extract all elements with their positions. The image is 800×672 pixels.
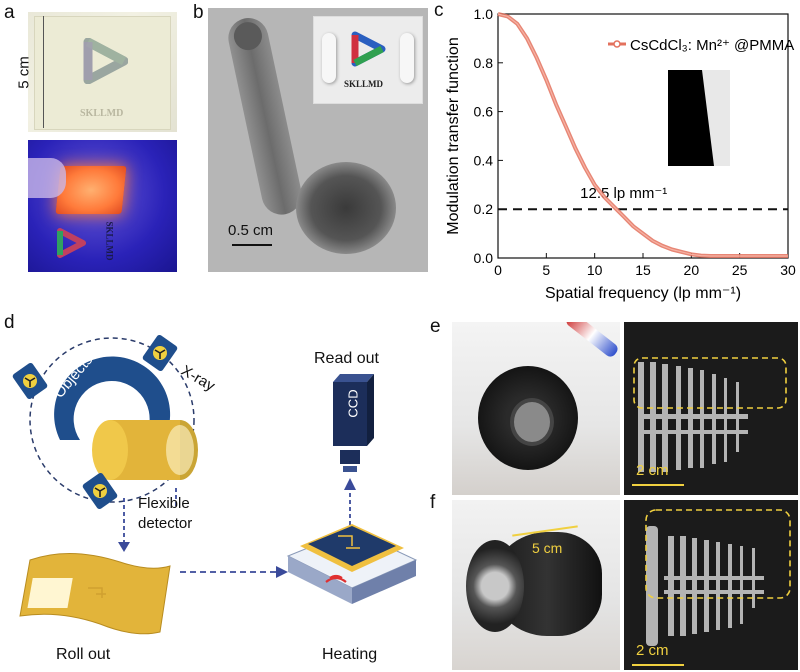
inset-logo-text: SKLLMD [344,79,384,89]
cable-bundle [564,322,620,359]
x-tick-label: 30 [780,262,796,278]
triangle-logo-icon [83,38,128,84]
mtf-chart: 0 5 10 15 20 25 30 0.0 0.2 0.4 0.6 0.8 1.0 Spatial fr… [445,6,796,302]
panel-b-inset-photo: SKLLMD [313,16,423,104]
glove-hand [28,158,66,198]
ccd-camera-icon [333,374,374,472]
heating-label: Heating [322,646,378,663]
panel-f-object-photo [452,500,620,670]
legend-label: CsCdCl₃: Mn²⁺ @PMMA [630,37,794,54]
panel-label-a: a [4,2,15,23]
panel-a-scale-label: 5 cm [15,56,33,89]
y-tick-label: 0.6 [474,104,494,120]
glowing-film [55,166,127,214]
mtf-curve-highlight [497,13,788,257]
objects-ring [54,356,171,440]
panel-f-scale-bar [632,664,684,666]
cylinder-face [466,540,524,632]
x-axis-label: Spatial frequency (lp mm⁻¹) [545,285,741,302]
x-tick-label: 5 [542,262,550,278]
y-tick-label: 0.8 [474,55,494,71]
panel-e-roi-box [633,357,787,409]
left-earbud-icon [322,33,336,83]
xray-source-left-icon [12,363,48,399]
rollout-label: Roll out [56,646,111,663]
panel-a-film-photo: SKLLMD [28,12,177,132]
panel-b-xray-image: SKLLMD 0.5 cm [208,8,428,272]
panel-f-dimension-label: 5 cm [532,540,563,556]
slip-ring-bore [510,398,554,446]
uv-triangle-logo-icon [57,228,86,258]
panel-e-xray-image [624,322,798,495]
x-tick-label: 20 [684,262,700,278]
panel-label-f: f [430,492,436,513]
right-earbud-icon [400,33,414,83]
x-tick-label: 10 [587,262,603,278]
xray-source-bottom-icon [82,473,118,509]
detector-label-line1: Flexible [138,495,190,512]
y-tick-label: 1.0 [474,6,494,22]
panel-label-e: e [430,316,441,337]
panel-label-b: b [193,2,204,23]
panel-f-xray-pattern [645,509,791,646]
x-tick-label: 15 [635,262,651,278]
xray-source-top-icon [142,335,178,371]
readout-label: Read out [314,350,379,367]
panel-d-schematic [12,335,418,635]
y-tick-label: 0.0 [474,250,494,266]
rollout-sheet [19,553,171,635]
panel-f-xray-image [624,500,798,670]
panel-label-d: d [4,312,15,333]
y-tick-label: 0.2 [474,201,494,217]
x-tick-label: 0 [494,262,502,278]
inset-triangle-logo-icon [351,31,386,67]
xray-orbit [29,337,195,503]
panel-a-uv-photo: SKLLMD [28,140,177,272]
heating-plate [286,524,418,604]
edge-image-black [668,70,714,166]
panel-e-xray-pattern [633,357,787,472]
panel-e-scale-bar [632,484,684,486]
panel-e-object-photo [452,322,620,495]
film-logo-text: SKLLMD [80,108,124,119]
panel-label-c: c [434,0,444,21]
panel-b-scale-bar [232,244,272,246]
panel-f-roi-box [645,509,791,599]
detector-roll [92,420,198,480]
detector-label-line2: detector [138,515,193,532]
panel-f-scale-label: 2 cm [636,642,669,659]
y-axis-label: Modulation transfer function [445,37,462,234]
scale-line-5cm [43,16,44,128]
earbud-xray [228,18,396,254]
y-tick-label: 0.4 [474,152,494,168]
uv-logo-text: SKLLMD [104,221,115,261]
x-tick-label: 25 [732,262,748,278]
panel-e-scale-label: 2 cm [636,462,669,479]
annotation-12-5: 12.5 lp mm⁻¹ [580,185,667,202]
panel-b-scale-label: 0.5 cm [228,222,274,239]
legend-marker [613,40,621,48]
ccd-label: CCD [345,389,361,418]
